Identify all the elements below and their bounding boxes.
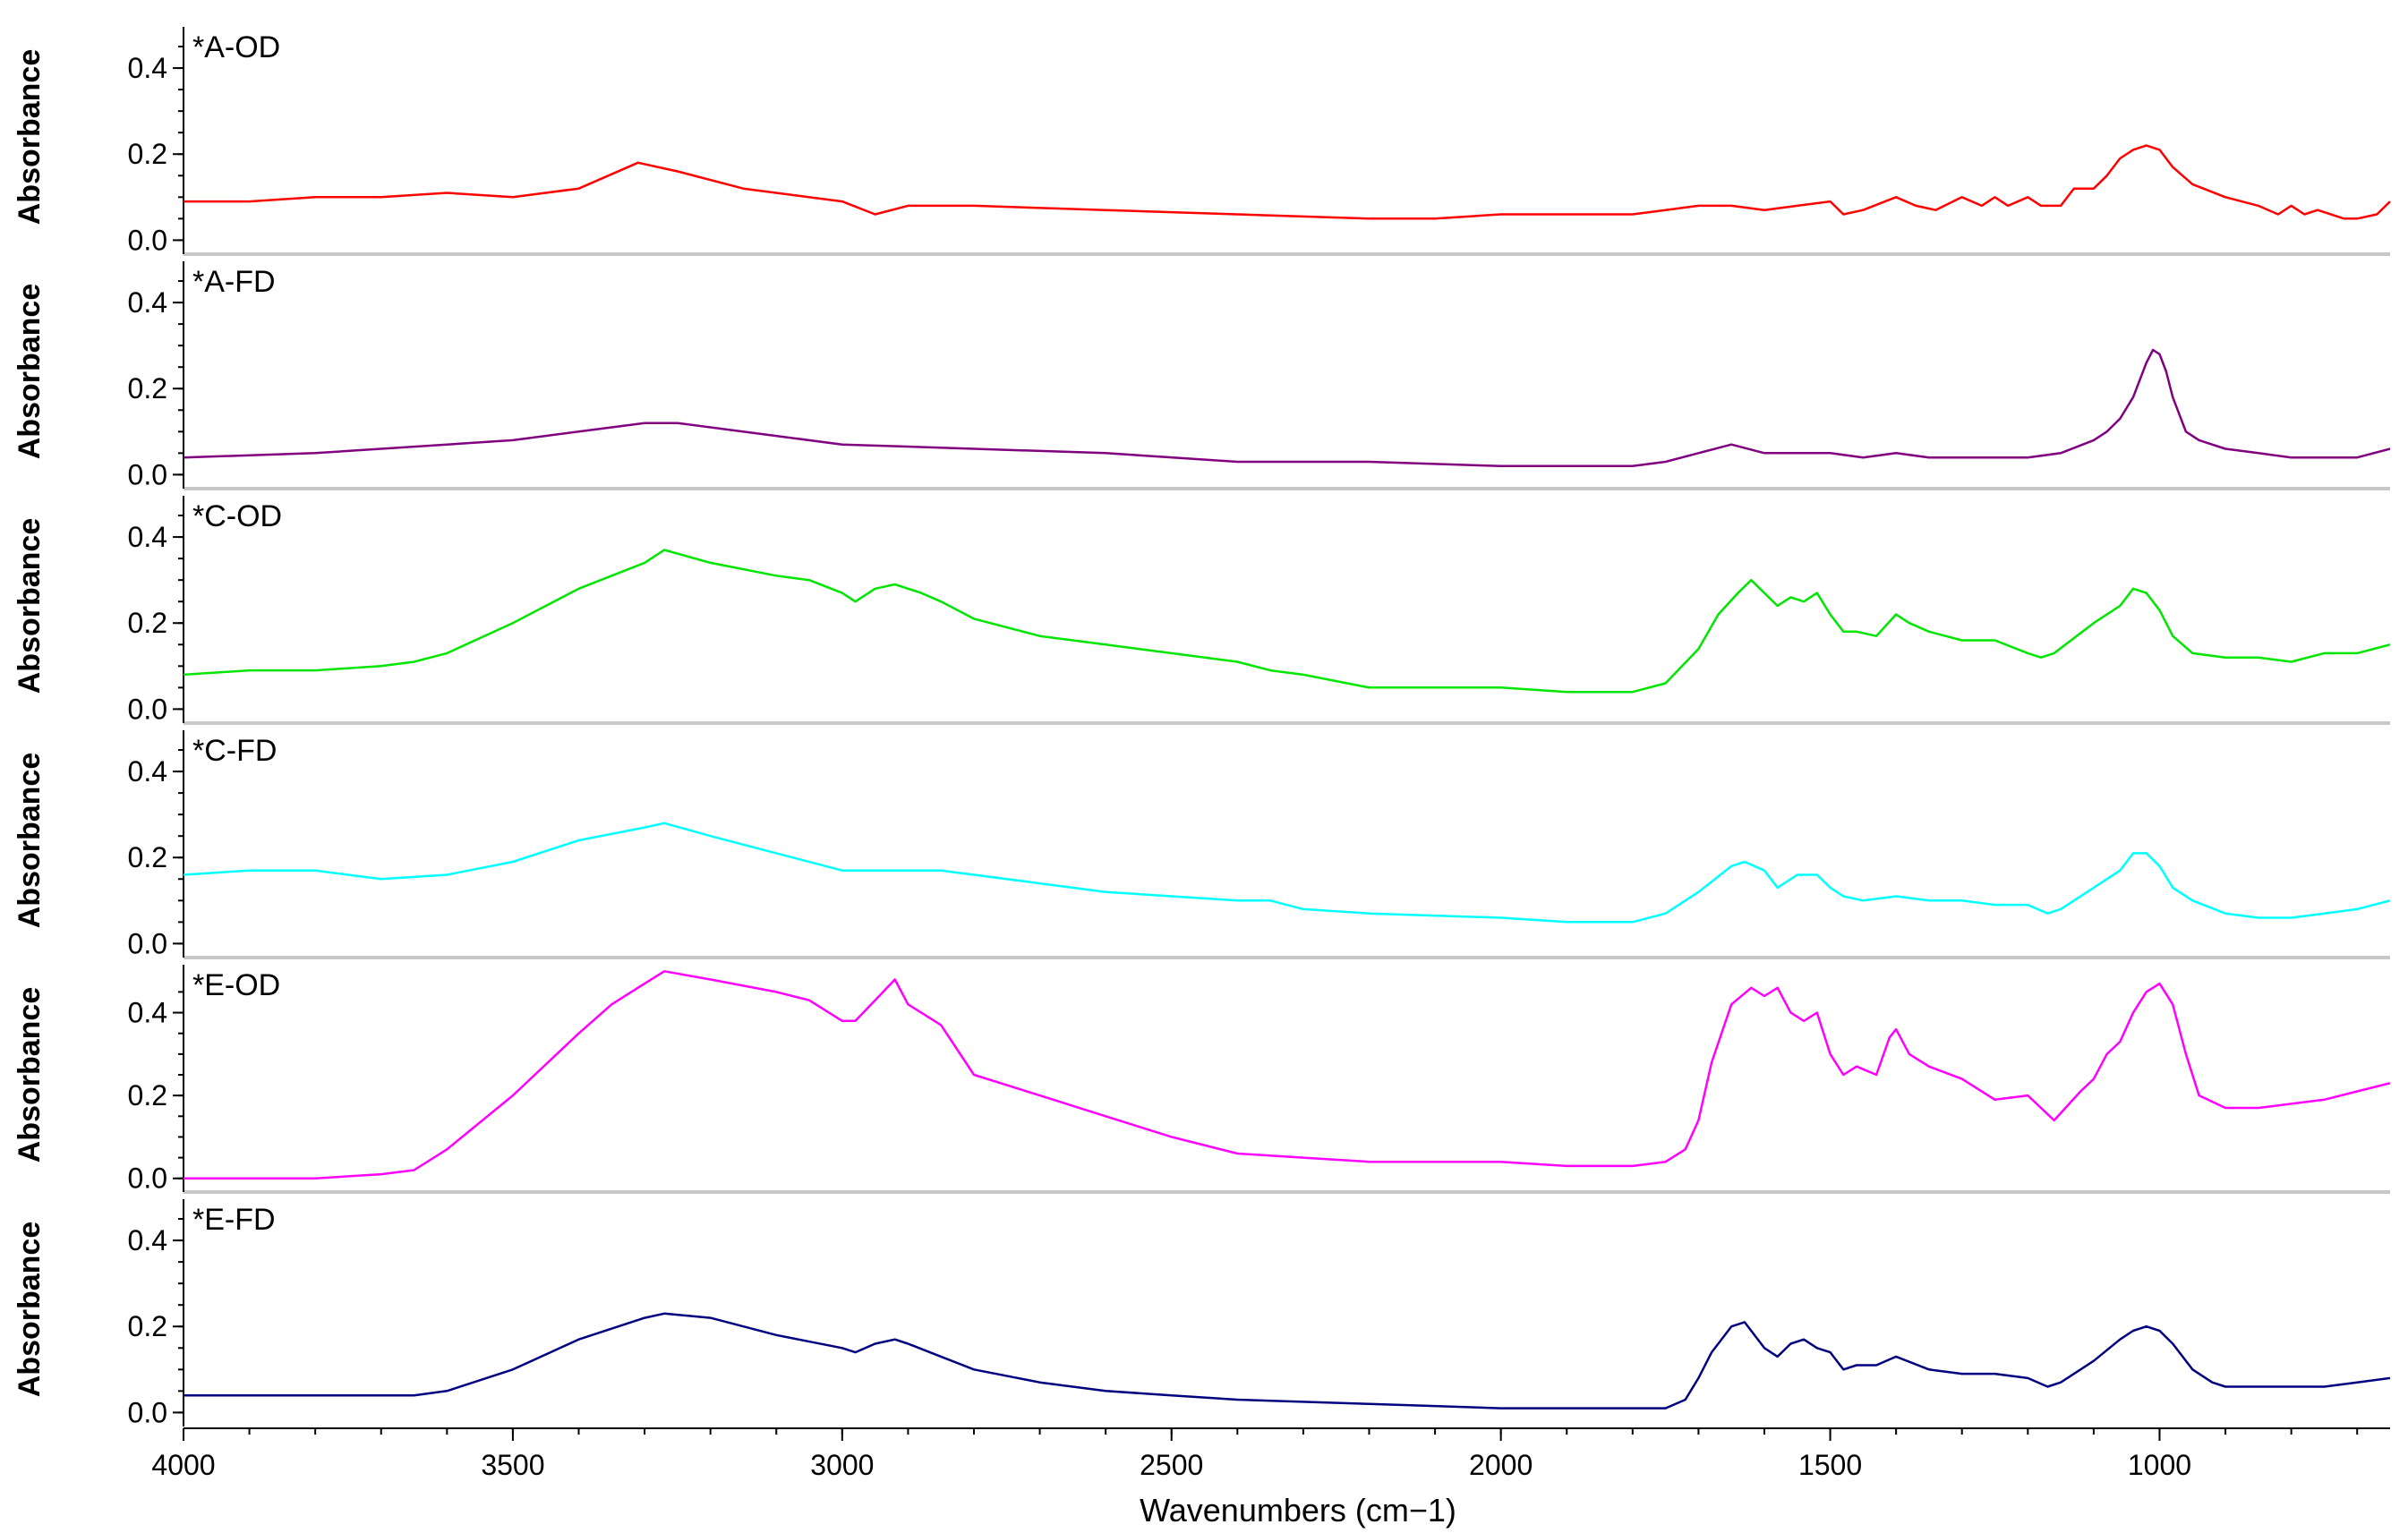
y-tick-label: 0.4 (128, 755, 167, 788)
x-tick-label: 3000 (810, 1449, 874, 1481)
y-tick-label: 0.0 (128, 458, 167, 490)
panel-title-e-fd: *E-FD (192, 1203, 276, 1237)
y-axis-title: Absorbance (13, 987, 47, 1163)
y-tick-label: 0.4 (128, 521, 167, 553)
panel-title-a-od: *A-OD (192, 30, 280, 64)
panel-e-fd: 0.0 0.2 0.4 Absorbance *E-FD (13, 1199, 2391, 1428)
x-tick-label: 1500 (1798, 1449, 1862, 1481)
y-tick-label: 0.4 (128, 997, 167, 1029)
y-tick-label: 0.0 (128, 927, 167, 959)
series-line-a-fd (183, 348, 2391, 468)
y-tick-label: 0.0 (128, 1396, 167, 1428)
y-axis-title: Absorbance (13, 753, 47, 929)
x-tick-label: 3500 (481, 1449, 544, 1481)
y-tick-label: 0.0 (128, 224, 167, 256)
y-axis-title: Absorbance (13, 49, 47, 226)
series-line-a-od (184, 144, 2391, 220)
y-axis-title: Absorbance (13, 1222, 47, 1398)
x-tick-label: 2000 (1469, 1449, 1533, 1481)
panels-group: 0.0 0.2 0.4 Absorbance *A-OD 0.0 0.2 0.4 Absorba… (13, 27, 2391, 1428)
panel-a-fd: 0.0 0.2 0.4 Absorbance *A-FD (13, 261, 2391, 490)
y-tick-label: 0.2 (128, 1310, 167, 1342)
y-tick-label: 0.2 (128, 607, 167, 639)
panel-c-od: 0.0 0.2 0.4 Absorbance *C-OD (13, 496, 2391, 725)
panel-title-c-od: *C-OD (192, 499, 282, 533)
x-tick-label: 1000 (2128, 1449, 2191, 1481)
x-tick-label: 2500 (1140, 1449, 1203, 1481)
series-line-c-fd (183, 822, 2391, 924)
series-line-e-fd (184, 1312, 2391, 1410)
y-axis-title: Absorbance (13, 518, 47, 694)
y-tick-label: 0.0 (128, 693, 167, 725)
y-tick-label: 0.4 (128, 1224, 167, 1256)
y-tick-label: 0.4 (128, 52, 167, 84)
y-tick-label: 0.4 (128, 286, 167, 319)
y-tick-label: 0.0 (128, 1163, 167, 1195)
panel-title-a-fd: *A-FD (192, 265, 276, 299)
y-tick-label: 0.2 (128, 372, 167, 405)
series-line-e-od (184, 970, 2391, 1180)
y-tick-label: 0.2 (128, 1079, 167, 1111)
y-axis-title: Absorbance (13, 284, 47, 460)
x-axis-title: Wavenumbers (cm−1) (1140, 1492, 1456, 1529)
panel-e-od: 0.0 0.2 0.4 Absorbance *E-OD (13, 965, 2391, 1195)
panel-a-od: 0.0 0.2 0.4 Absorbance *A-OD (13, 27, 2391, 256)
y-tick-label: 0.2 (128, 841, 167, 873)
x-axis: 4000 3500 3000 2500 2000 1500 1000 (151, 1427, 2390, 1481)
panel-c-fd: 0.0 0.2 0.4 Absorbance *C-FD (13, 730, 2391, 959)
y-tick-label: 0.2 (128, 138, 167, 170)
panel-title-e-od: *E-OD (192, 968, 280, 1002)
panel-title-c-fd: *C-FD (192, 734, 277, 768)
x-tick-label: 4000 (151, 1449, 215, 1481)
series-line-c-od (183, 549, 2391, 694)
